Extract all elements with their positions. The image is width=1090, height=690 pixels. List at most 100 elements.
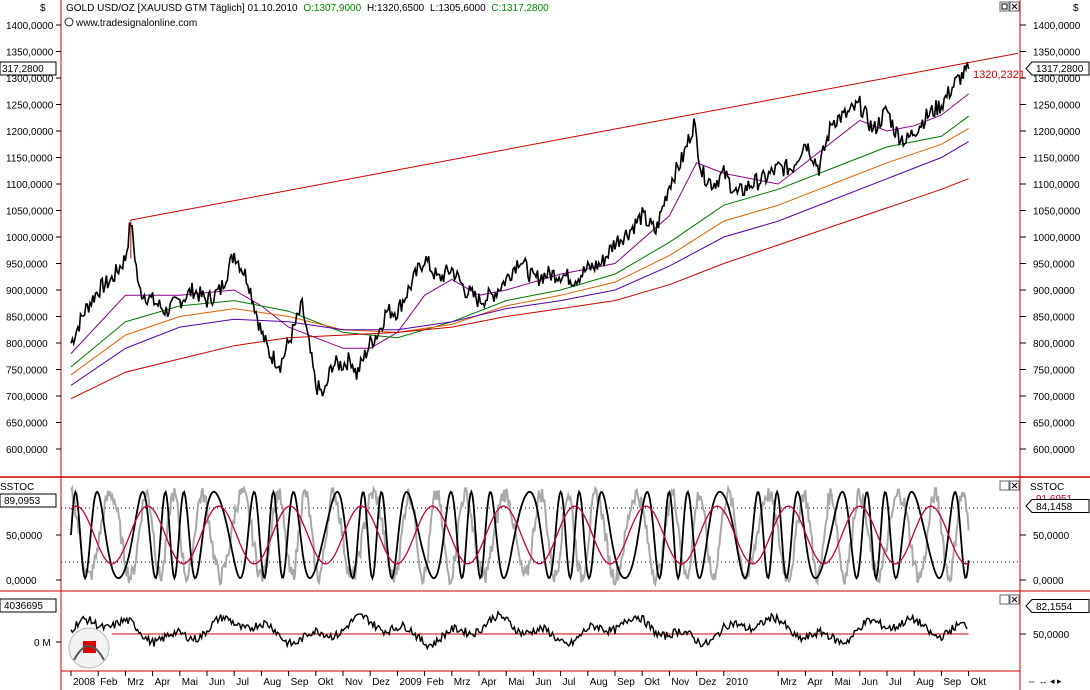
price-tick-label-right: 1150,0000 [1033,154,1080,165]
price-tick-label-right: 850,0000 [1033,313,1075,324]
stoch-tick-label-left: 0,0000 [6,576,37,587]
price-tick-label-left: 600,0000 [6,445,48,456]
price-tick-label-left: 1250,0000 [6,101,54,112]
copyright-icon [64,17,74,27]
time-tick-label: Feb [100,677,118,688]
currency-symbol-left: $ [40,3,46,14]
stoch-badge-left: 89,0953 [0,493,57,508]
stoch-fast-line [70,484,970,588]
ma-line-ma_fast [70,93,969,354]
time-tick-label: Dez [372,677,390,688]
volume-panel [70,609,969,651]
ma-line-ma_green [70,115,969,368]
time-tick-label: Jul [236,677,249,688]
close-value: C:1317,2800 [491,3,549,14]
time-tick-label: Dez [699,677,717,688]
time-axis: 2008 Feb Mrz Apr Mai Jun Jul Aug Sep Okt Nov Dez 200… [70,671,987,688]
tradesignal-logo [68,627,110,669]
svg-text:89,0953: 89,0953 [4,496,41,507]
price-axis: 1400,0000 1400,0000 1350,0000 1350,0000 1300… [6,21,1081,456]
price-line [70,61,970,397]
time-tick-label: Mrz [454,677,471,688]
channel-value-label: 1320,2321 [973,69,1025,81]
time-tick-label: Sep [617,677,635,688]
stoch-tick-label-left: 50,0000 [6,531,43,542]
stochastic-panel [61,484,1020,588]
ma-line-ma_orange [70,127,969,376]
price-tick-label-right: 1350,0000 [1033,48,1081,59]
price-tick-label-right: 1100,0000 [1033,180,1080,191]
time-tick-label: Feb [427,677,445,688]
time-tick-label: Apr [807,677,823,688]
price-tick-label-left: 950,0000 [6,260,48,271]
price-tick-label-left: 1200,0000 [6,127,54,138]
instrument-label: GOLD USD/OZ [XAUUSD GTM Täglich] 01.10.2… [66,3,298,14]
vol-close-button[interactable] [1009,594,1020,605]
trend-channel [130,52,1019,259]
svg-text:317,2800: 317,2800 [2,64,44,75]
price-tick-label-right: 1300,0000 [1033,74,1081,85]
time-tick-label: Okt [318,677,334,688]
channel-upper-line [130,52,1019,221]
vol-axis-label: 0 M [34,638,51,649]
svg-text:⇔ ↔ ◂ ▸: ⇔ ↔ ◂ ▸ [1027,676,1062,686]
stoch-maximize-button[interactable] [999,480,1010,491]
stoch-main-line [70,489,970,581]
stoch-close-button[interactable] [1009,480,1020,491]
time-tick-label: Sep [943,677,961,688]
svg-text:1317,2800: 1317,2800 [1036,64,1084,75]
price-tick-label-right: 1050,0000 [1033,207,1081,218]
svg-text:4036695: 4036695 [4,601,43,612]
time-tick-label: 2010 [726,677,749,688]
site-label: www.tradesignalonline.com [75,18,197,29]
time-tick-label: Nov [671,677,689,688]
moving-averages [70,93,969,400]
vol-maximize-button[interactable] [999,594,1010,605]
time-tick-label: Jul [563,677,576,688]
time-tick-label: Aug [590,677,608,688]
time-tick-label: Apr [481,677,497,688]
stoch-indicator-name-left: SSTOC [0,482,34,493]
time-tick-label: Aug [916,677,934,688]
low-value: L:1305,6000 [430,3,486,14]
vol-line [70,609,968,651]
price-tick-label-left: 1400,0000 [6,21,54,32]
price-tick-label-right: 950,0000 [1033,260,1075,271]
price-tick-label-left: 750,0000 [6,366,48,377]
vol-badge-left: 4036695 [0,598,57,613]
ma-line-ma_purple [70,141,969,386]
time-tick-label: Okt [644,677,660,688]
stoch-signal-line [70,505,969,565]
price-tick-label-left: 800,0000 [6,339,48,350]
time-tick-label: 2008 [73,677,96,688]
close-button[interactable] [1009,1,1020,12]
time-tick-label: Jun [535,677,551,688]
price-series [70,61,970,397]
time-tick-label: Aug [263,677,281,688]
stoch-tick-label-right: 0,0000 [1033,576,1064,587]
price-tick-label-right: 700,0000 [1033,392,1075,403]
price-tick-label-left: 700,0000 [6,392,48,403]
time-tick-label: Mai [508,677,524,688]
price-tick-label-left: 1050,0000 [6,207,54,218]
stoch-tick-label-right: 50,0000 [1033,531,1070,542]
svg-text:82,1554: 82,1554 [1036,602,1073,613]
price-tick-label-right: 1250,0000 [1033,101,1081,112]
chart-header-title: GOLD USD/OZ [XAUUSD GTM Täglich] 01.10.2… [66,3,549,14]
price-tick-label-left: 1350,0000 [6,48,54,59]
price-badge-left: 317,2800 [0,61,57,76]
time-tick-label: Okt [971,677,987,688]
stoch-badge-right: 84,1458 [1025,499,1090,513]
time-tick-label: Nov [345,677,363,688]
scroll-controls[interactable]: ⇔ ↔ ◂ ▸ [1027,676,1062,686]
price-tick-label-right: 800,0000 [1033,339,1075,350]
time-tick-label: Jun [209,677,225,688]
maximize-button[interactable] [999,1,1010,12]
price-tick-label-right: 650,0000 [1033,419,1075,430]
price-tick-label-left: 1100,0000 [6,180,53,191]
time-tick-label: Sep [291,677,309,688]
price-tick-label-left: 650,0000 [6,419,48,430]
price-tick-label-left: 900,0000 [6,286,48,297]
price-tick-label-right: 1000,0000 [1033,233,1081,244]
